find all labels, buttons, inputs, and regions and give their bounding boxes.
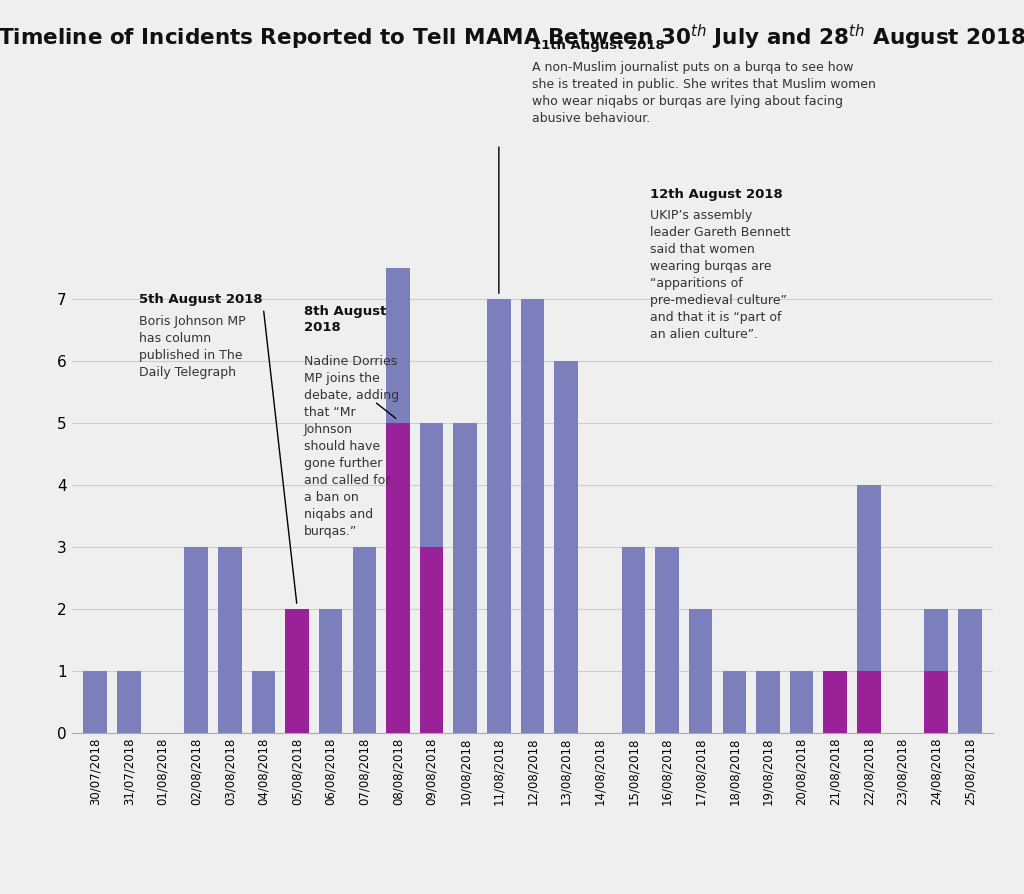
Text: 5th August 2018: 5th August 2018 [139,293,262,306]
Bar [723,671,746,733]
Bar [823,671,847,733]
Bar [857,671,881,733]
Bar [790,671,813,733]
Text: Boris Johnson MP
has column
published in The
Daily Telegraph: Boris Johnson MP has column published in… [139,315,246,379]
Bar [386,423,410,733]
Bar [386,237,410,423]
Bar [83,671,106,733]
Text: 12th August 2018: 12th August 2018 [650,188,783,200]
Bar [487,299,511,733]
Bar [117,671,140,733]
Text: Timeline of Incidents Reported to Tell MAMA Between 30$^{th}$ July and 28$^{th}$: Timeline of Incidents Reported to Tell M… [0,22,1024,52]
Bar [554,361,578,733]
Bar [958,609,982,733]
Bar [756,671,779,733]
Text: UKIP’s assembly
leader Gareth Bennett
said that women
wearing burqas are
“appari: UKIP’s assembly leader Gareth Bennett sa… [650,209,791,342]
Bar [857,485,881,671]
Bar [218,547,242,733]
Bar [925,609,948,671]
Bar [318,609,342,733]
Text: Nadine Dorries
MP joins the
debate, adding
that “Mr
Johnson
should have
gone fur: Nadine Dorries MP joins the debate, addi… [304,355,399,538]
Bar [420,547,443,733]
Bar [420,423,443,547]
Bar [352,547,376,733]
Bar [655,547,679,733]
Bar [454,423,477,733]
Bar [622,547,645,733]
Bar [925,671,948,733]
Bar [286,609,309,733]
Bar [252,671,275,733]
Bar [521,299,544,733]
Text: 8th August
2018: 8th August 2018 [304,306,386,334]
Text: A non-Muslim journalist puts on a burqa to see how
she is treated in public. She: A non-Muslim journalist puts on a burqa … [532,61,877,124]
Bar [184,547,208,733]
Text: 11th August 2018: 11th August 2018 [532,38,666,52]
Bar [689,609,713,733]
